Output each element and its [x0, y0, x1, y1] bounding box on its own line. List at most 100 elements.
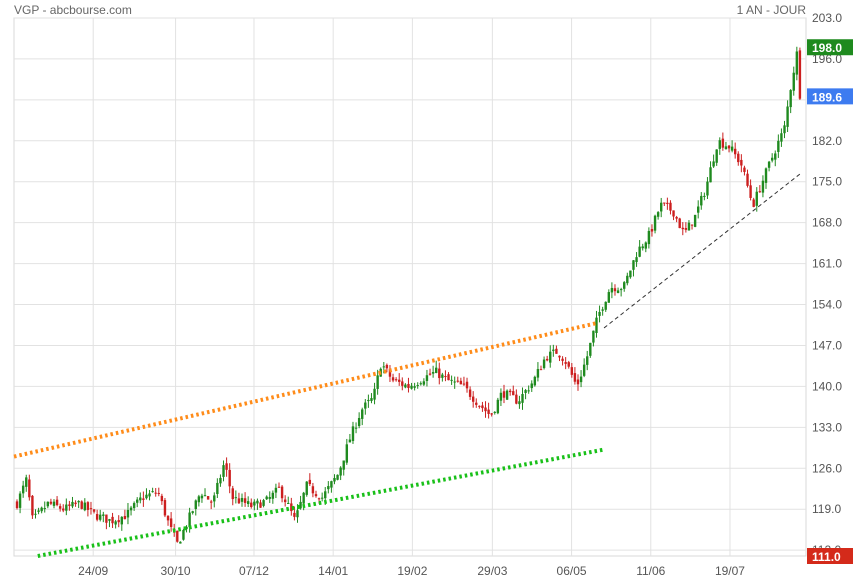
candle-body	[317, 498, 321, 500]
candle-body	[283, 499, 287, 503]
candle-body	[770, 157, 774, 161]
candle-body	[55, 499, 59, 506]
candle-body	[697, 206, 700, 213]
candle-body	[619, 289, 623, 291]
candle-body	[521, 394, 524, 403]
candle-body	[132, 503, 136, 509]
candle-body	[250, 502, 253, 507]
candle-body	[86, 502, 90, 510]
candle-body	[34, 513, 37, 515]
candle-body	[632, 260, 635, 270]
y-tick-label: 161.0	[812, 257, 842, 271]
candle-body	[28, 479, 31, 498]
candle-body	[616, 290, 620, 293]
chart-period: 1 AN - JOUR	[736, 3, 806, 17]
candle-body	[216, 482, 219, 494]
candle-body	[462, 383, 466, 385]
candle-body	[188, 512, 191, 528]
candle-body	[539, 369, 543, 371]
candle-body	[638, 246, 641, 257]
candle-body	[743, 167, 746, 172]
candle-body	[761, 180, 765, 193]
candle-body	[444, 376, 447, 378]
candle-body	[370, 398, 373, 401]
candle-body	[404, 384, 407, 388]
candle-body	[450, 379, 453, 381]
candle-body	[428, 373, 432, 375]
candle-body	[752, 199, 755, 207]
y-tick-label: 140.0	[812, 379, 842, 393]
candle-body	[496, 399, 500, 414]
candle-body	[89, 508, 93, 510]
candle-body	[345, 444, 349, 463]
candle-body	[222, 465, 225, 477]
candle-body	[357, 417, 361, 427]
candle-body	[413, 386, 416, 388]
candle-body	[582, 364, 586, 376]
trendline	[37, 447, 605, 558]
candle-body	[533, 376, 537, 386]
candle-body	[718, 140, 721, 149]
candle-body	[333, 478, 336, 482]
candle-body	[549, 351, 552, 363]
price-tag-label: 111.0	[812, 550, 841, 564]
candle-body	[502, 391, 506, 398]
candle-body	[145, 494, 148, 499]
candle-body	[780, 133, 783, 142]
candle-body	[635, 257, 638, 263]
candle-body	[68, 504, 71, 506]
candle-body	[209, 501, 213, 503]
candle-body	[129, 507, 133, 511]
candle-body	[120, 516, 123, 525]
candle-body	[410, 385, 413, 389]
candle-body	[447, 374, 450, 381]
candle-body	[567, 362, 570, 367]
candle-body	[589, 342, 592, 356]
candle-body	[37, 510, 40, 512]
candle-body	[508, 390, 512, 393]
candle-body	[644, 242, 647, 249]
candle-body	[280, 486, 284, 499]
candle-body	[518, 401, 521, 405]
candle-body	[675, 217, 678, 219]
candle-body	[243, 498, 247, 503]
candle-body	[795, 51, 799, 75]
candle-body	[157, 492, 160, 494]
candle-body	[425, 375, 429, 381]
candle-body	[108, 519, 111, 521]
candle-body	[77, 500, 80, 503]
price-tags: 198.0 189.6 111.0	[807, 39, 853, 564]
candle-body	[191, 511, 194, 513]
candle-body	[660, 202, 663, 212]
x-tick-label: 11/06	[636, 564, 665, 578]
candle-body	[774, 153, 777, 160]
candle-body	[484, 407, 487, 412]
candle-body	[49, 501, 53, 504]
x-tick-label: 19/02	[397, 564, 427, 578]
candle-body	[185, 526, 188, 530]
candle-body	[422, 381, 426, 385]
candle-body	[505, 390, 509, 400]
trendlines	[13, 171, 803, 558]
candle-body	[314, 494, 318, 497]
candle-body	[693, 214, 697, 227]
candle-body	[478, 405, 481, 407]
candle-body	[592, 330, 595, 343]
candle-body	[373, 388, 376, 400]
candle-body	[672, 210, 675, 217]
candle-body	[382, 366, 385, 368]
candle-body	[558, 355, 561, 358]
candle-body	[703, 195, 706, 197]
candle-body	[228, 469, 231, 487]
candle-body	[709, 167, 712, 183]
price-tag-label: 189.6	[812, 90, 842, 104]
candle-body	[327, 486, 330, 490]
candle-body	[601, 309, 604, 311]
candle-body	[139, 497, 142, 501]
candle-body	[712, 161, 715, 167]
candle-body	[364, 402, 367, 409]
candle-body	[203, 495, 207, 497]
candle-body	[354, 427, 358, 429]
candle-body	[468, 389, 472, 397]
candle-body	[416, 385, 419, 387]
